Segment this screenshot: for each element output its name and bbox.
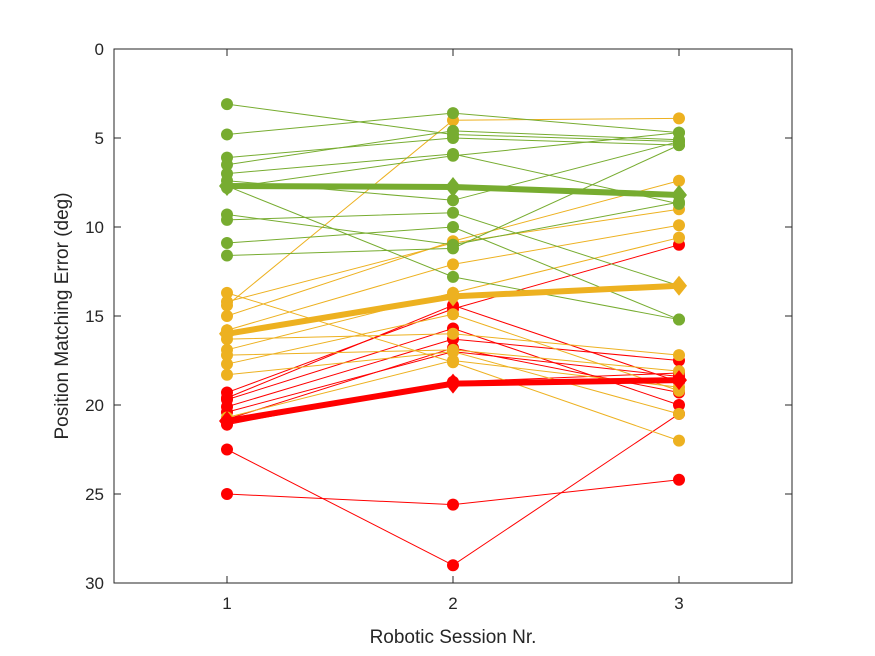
mean-layer bbox=[219, 176, 687, 432]
yellow-subject-point bbox=[447, 343, 459, 356]
green-subject-point bbox=[447, 270, 459, 283]
green-subject-point bbox=[673, 313, 685, 326]
x-tick-label: 3 bbox=[674, 594, 683, 613]
yellow-mean-marker bbox=[671, 275, 687, 296]
green-subject-point bbox=[673, 126, 685, 139]
green-mean-marker bbox=[671, 184, 687, 205]
green-subject-point bbox=[447, 149, 459, 162]
yellow-subject-point bbox=[673, 174, 685, 187]
green-subject-point bbox=[447, 206, 459, 219]
x-tick-label: 1 bbox=[222, 594, 231, 613]
green-subject-point bbox=[221, 128, 233, 141]
yellow-subject-point bbox=[447, 327, 459, 340]
yellow-subject-point bbox=[447, 354, 459, 367]
green-subject-point bbox=[221, 213, 233, 226]
green-subject-point bbox=[221, 98, 233, 111]
red-subject-point bbox=[447, 559, 459, 572]
red-subject-point bbox=[673, 399, 685, 411]
x-axis-label: Robotic Session Nr. bbox=[370, 627, 537, 648]
green-subject-point bbox=[447, 124, 459, 137]
yellow-subject-point bbox=[673, 112, 685, 125]
green-subject-point bbox=[447, 242, 459, 255]
yellow-mean-marker bbox=[445, 286, 461, 307]
red-subject-point bbox=[447, 498, 459, 511]
yellow-subject-point bbox=[673, 231, 685, 244]
yellow-subject-point bbox=[221, 295, 233, 308]
y-axis-label: Position Matching Error (deg) bbox=[52, 192, 73, 439]
red-subject-point bbox=[221, 488, 233, 500]
red-mean-marker bbox=[671, 370, 687, 391]
yellow-subject-point bbox=[673, 349, 685, 362]
red-mean-marker bbox=[445, 373, 461, 394]
red-subject-point bbox=[673, 473, 685, 486]
green-subject-point bbox=[447, 194, 459, 207]
yellow-subject-point bbox=[673, 219, 685, 232]
green-mean-marker bbox=[219, 176, 235, 197]
yellow-subject-point bbox=[221, 358, 233, 371]
green-subject-point bbox=[221, 249, 233, 262]
green-subject-point bbox=[221, 237, 233, 250]
green-subject-point bbox=[447, 107, 459, 120]
yellow-subject-point bbox=[673, 407, 685, 420]
yellow-subject-point bbox=[673, 434, 685, 447]
y-tick-label: 5 bbox=[95, 129, 104, 148]
x-tick-label: 2 bbox=[448, 594, 457, 613]
red-subject-point bbox=[221, 443, 233, 456]
green-mean-marker bbox=[445, 176, 461, 197]
y-tick-label: 30 bbox=[85, 574, 104, 593]
red-mean-marker bbox=[219, 411, 235, 432]
y-tick-label: 0 bbox=[95, 40, 104, 59]
yellow-subject-point bbox=[447, 308, 459, 321]
green-subject-point bbox=[673, 139, 685, 152]
y-tick-label: 15 bbox=[85, 307, 104, 326]
y-tick-label: 25 bbox=[85, 485, 104, 504]
yellow-subject-point bbox=[221, 286, 233, 299]
y-tick-label: 10 bbox=[85, 218, 104, 237]
y-tick-label: 20 bbox=[85, 396, 104, 415]
yellow-subject-point bbox=[447, 258, 459, 271]
yellow-subject-point bbox=[221, 349, 233, 362]
tick-layer: 0 5 10 15 20 25 30 1 2 3 bbox=[85, 40, 792, 613]
green-subject-point bbox=[447, 221, 459, 233]
green-subject-point bbox=[221, 158, 233, 171]
red-subject-point bbox=[221, 391, 233, 404]
yellow-mean-marker bbox=[219, 323, 235, 344]
yellow-subject-point bbox=[221, 310, 233, 322]
yellow-subject-point bbox=[221, 368, 233, 381]
